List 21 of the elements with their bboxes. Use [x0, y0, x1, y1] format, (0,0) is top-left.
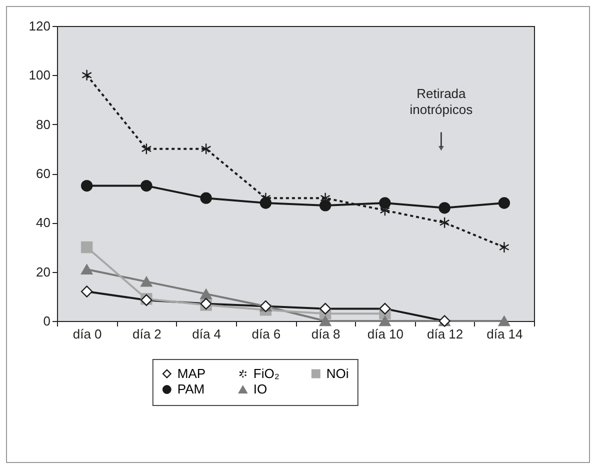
x-tick-label: día 4 — [192, 326, 222, 342]
legend-label: PAM — [177, 382, 205, 396]
x-tick-label: día 0 — [72, 326, 102, 342]
y-tick-label: 120 — [28, 18, 50, 34]
x-tick-label: día 14 — [486, 326, 523, 342]
x-tick-label: día 12 — [426, 326, 464, 342]
y-tick-label: 80 — [36, 116, 50, 132]
x-tick-label: día 6 — [252, 326, 281, 342]
legend-label: FiO₂ — [253, 366, 280, 381]
y-tick-label: 0 — [43, 314, 50, 328]
legend-label: IO — [253, 382, 268, 396]
legend-label: NOi — [326, 366, 349, 381]
y-tick-label: 20 — [36, 264, 50, 280]
legend-label: MAP — [177, 366, 206, 381]
y-tick-label: 60 — [36, 166, 50, 181]
y-tick-label: 40 — [36, 215, 50, 230]
y-tick-label: 100 — [28, 68, 50, 83]
x-tick-label: día 10 — [367, 326, 404, 342]
x-tick-label: día 8 — [311, 326, 340, 342]
annotation: Retirada inotrópicos — [410, 86, 474, 117]
x-tick-label: día 2 — [132, 326, 162, 342]
